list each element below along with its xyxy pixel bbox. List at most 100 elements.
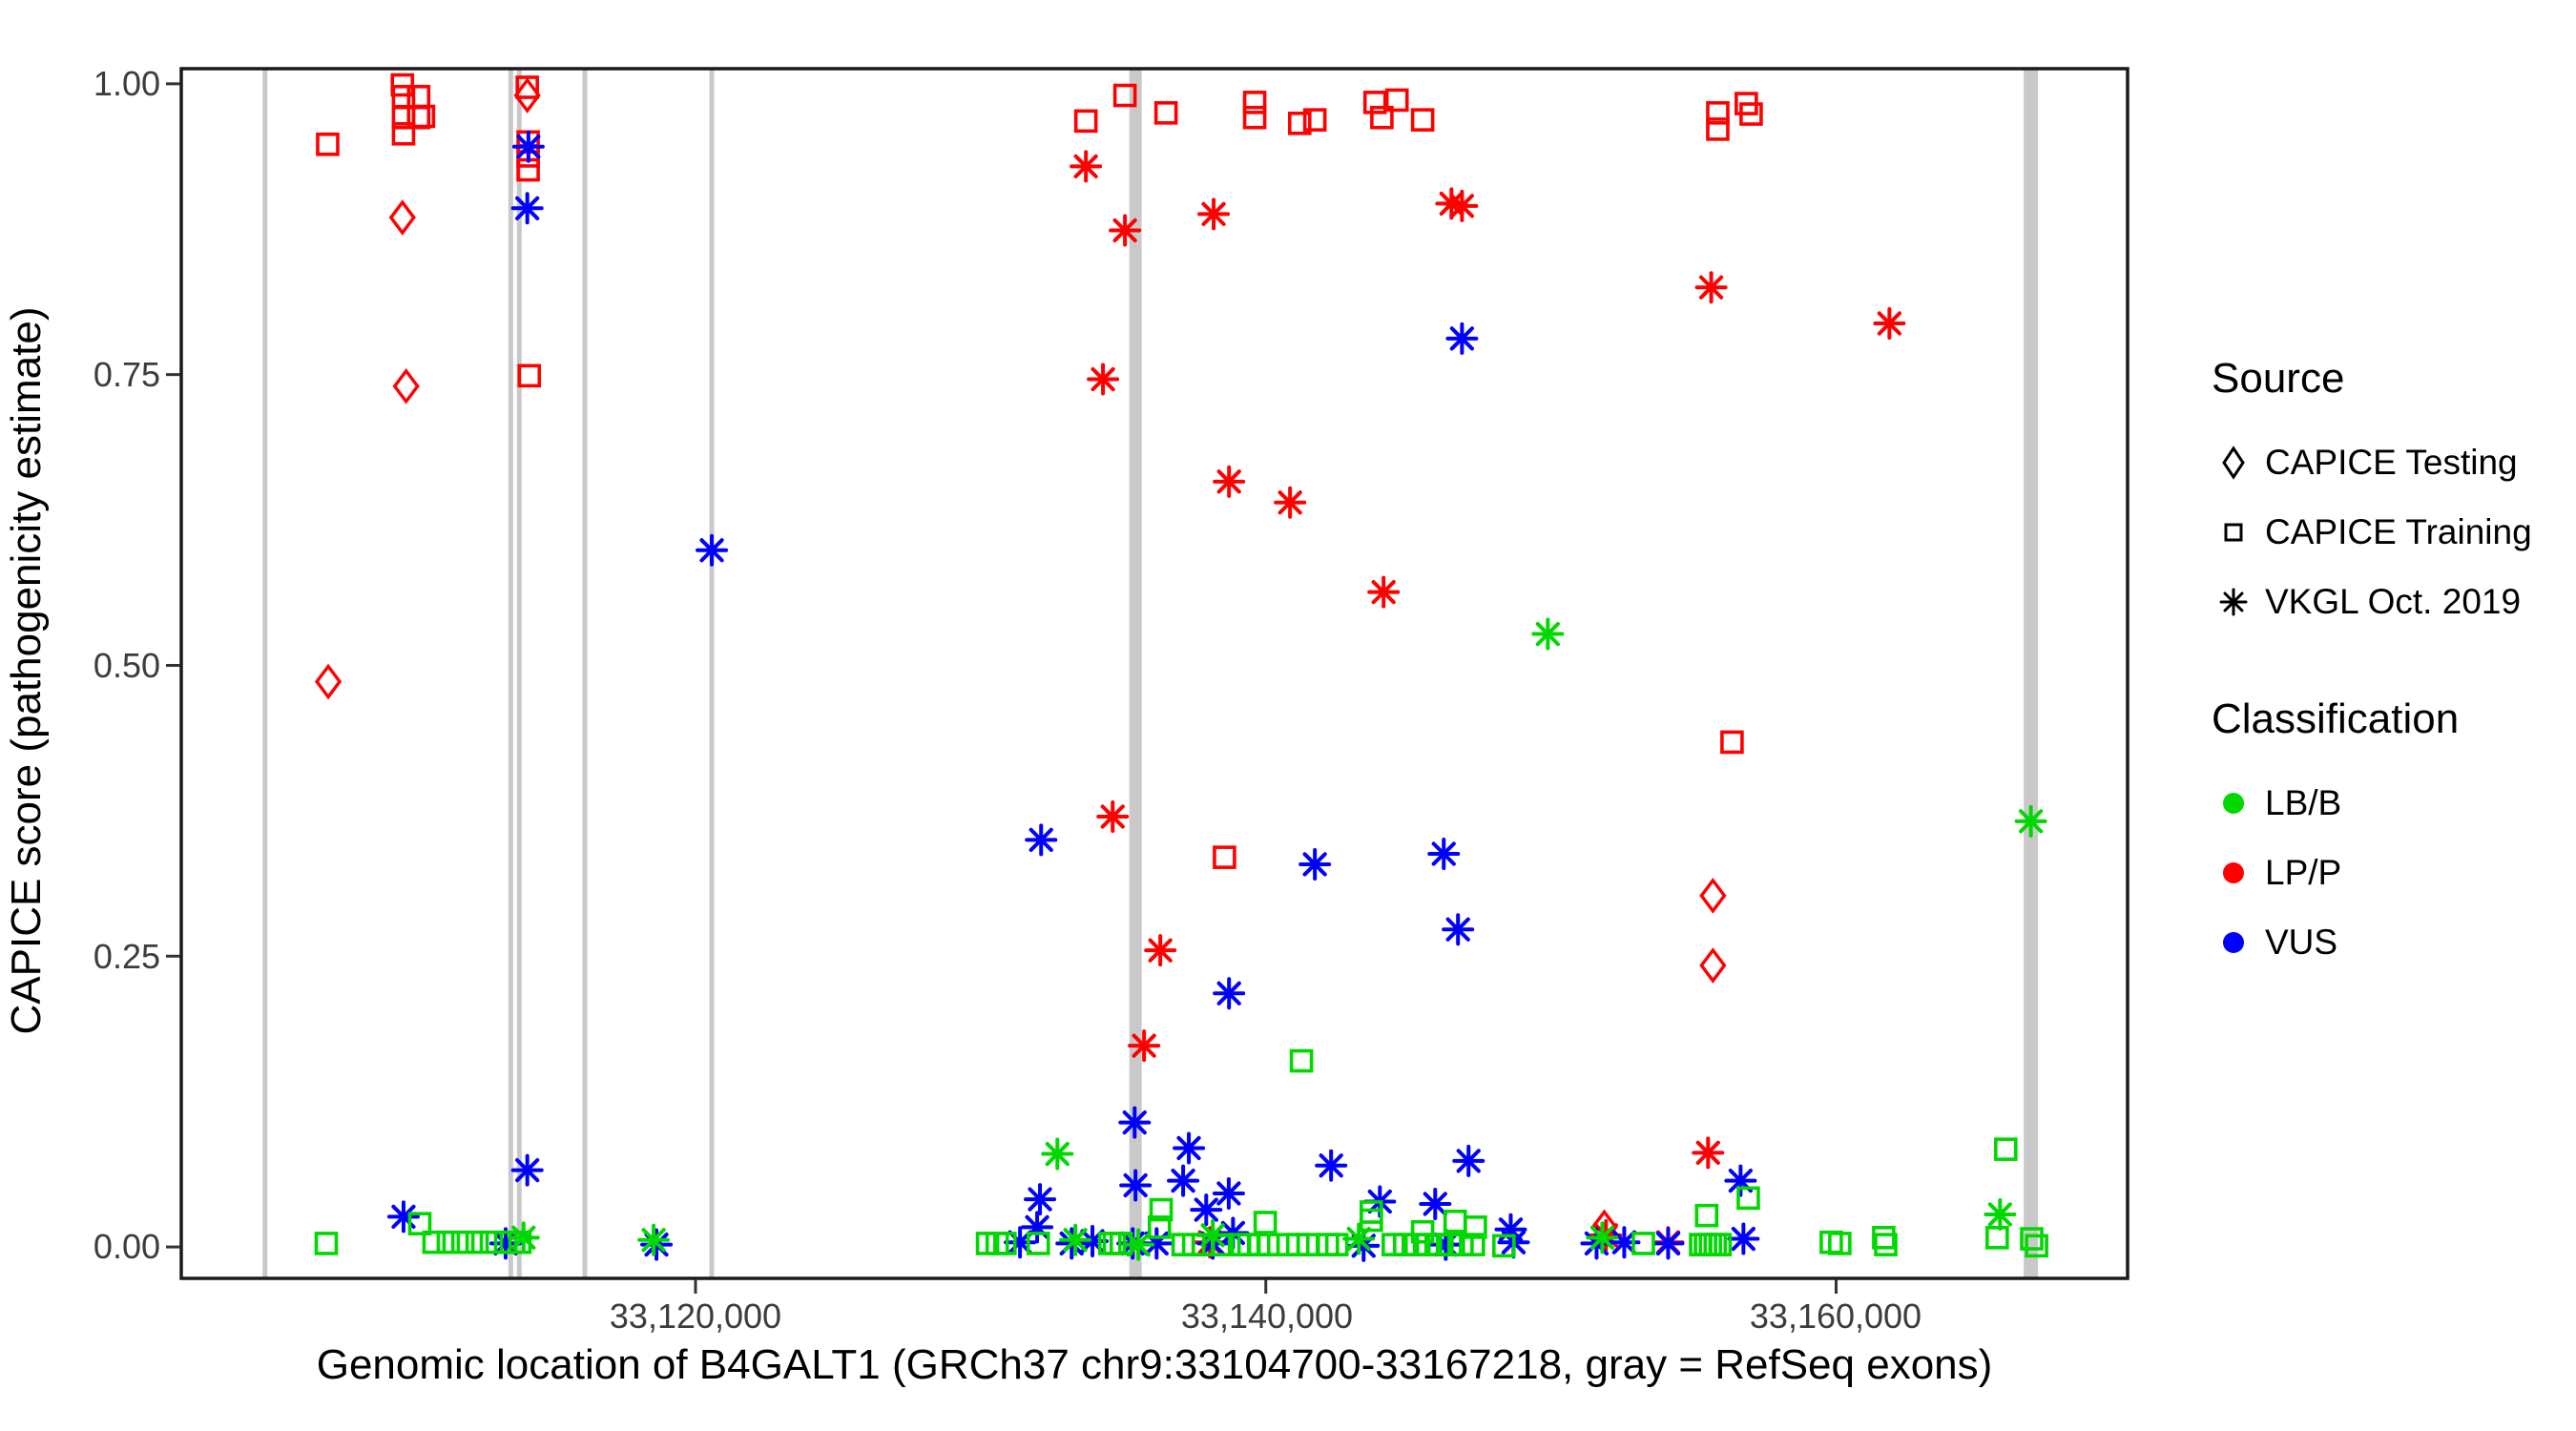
exon-bar — [709, 70, 715, 1277]
data-point — [1872, 1226, 1896, 1250]
data-point — [1242, 105, 1267, 130]
legend-classification-title: Classification — [2212, 695, 2460, 742]
legend-item-vkgl: VKGL Oct. 2019 — [2212, 567, 2574, 636]
data-point — [1410, 108, 1435, 132]
data-point — [493, 1230, 518, 1255]
x-tick-label: 33,160,000 — [1749, 1296, 1922, 1336]
data-point — [515, 75, 539, 99]
data-point — [1070, 150, 1103, 183]
data-point — [1631, 1232, 1655, 1255]
data-point — [1242, 91, 1267, 114]
data-point — [407, 1212, 432, 1235]
y-tick-label: 0.50 — [93, 646, 160, 685]
data-point — [1720, 730, 1744, 755]
data-point — [1419, 1187, 1452, 1220]
data-point — [1586, 1221, 1619, 1255]
data-point — [1462, 1233, 1485, 1256]
data-point — [1692, 1136, 1725, 1170]
data-point — [1452, 1144, 1485, 1177]
data-point — [314, 663, 343, 700]
legend-item-capice-testing: CAPICE Testing — [2212, 427, 2574, 497]
data-point — [1190, 1193, 1223, 1227]
data-point — [1302, 108, 1327, 132]
data-point — [1362, 91, 1387, 114]
data-point — [1087, 363, 1120, 396]
green-dot-icon — [2212, 781, 2265, 825]
data-point — [1173, 1131, 1206, 1165]
data-point — [1109, 1232, 1133, 1255]
data-point — [517, 363, 542, 388]
data-point — [507, 1221, 540, 1255]
data-point — [1694, 1203, 1719, 1228]
y-tick-label: 0.75 — [93, 355, 160, 394]
data-point — [1213, 465, 1246, 498]
legend-item-label: LP/P — [2265, 852, 2342, 892]
data-point — [406, 105, 431, 130]
data-point — [1109, 214, 1142, 247]
data-point — [391, 105, 416, 130]
data-point — [1994, 1137, 2018, 1161]
data-point — [479, 1230, 504, 1255]
data-point — [1694, 271, 1728, 304]
data-point — [1464, 1215, 1487, 1239]
exon-bar — [262, 70, 268, 1277]
data-point — [1873, 307, 1906, 341]
data-point — [1289, 1048, 1314, 1073]
data-point — [1213, 977, 1246, 1010]
data-point — [513, 77, 541, 114]
panel-border — [179, 67, 2129, 1280]
data-point — [1706, 117, 1730, 141]
data-point — [314, 1232, 339, 1255]
data-point — [637, 1223, 671, 1256]
data-point — [510, 1153, 544, 1187]
legend-item-label: LB/B — [2265, 782, 2342, 822]
data-point — [1699, 947, 1727, 984]
data-point — [2014, 804, 2047, 838]
legend: Source CAPICE Testing CAPICE Training — [2212, 355, 2574, 977]
exon-bar — [1129, 70, 1142, 1277]
data-point — [1652, 1227, 1685, 1260]
data-point — [1342, 1222, 1376, 1255]
diamond-icon — [2212, 441, 2265, 485]
data-point — [1153, 101, 1178, 125]
data-point — [1445, 321, 1479, 355]
data-point — [1828, 1232, 1852, 1255]
legend-item-label: CAPICE Training — [2265, 511, 2532, 551]
data-point — [1985, 1226, 2009, 1250]
data-point — [992, 1232, 1017, 1255]
data-point — [508, 1230, 532, 1255]
data-point — [1212, 1176, 1245, 1210]
blue-dot-icon — [2212, 921, 2265, 964]
data-point — [1370, 105, 1394, 130]
data-point — [465, 1230, 489, 1255]
legend-item-label: VKGL Oct. 2019 — [2265, 581, 2522, 621]
data-point — [1118, 1106, 1152, 1139]
exon-bar — [582, 70, 588, 1277]
exon-bar — [516, 70, 522, 1277]
data-point — [1112, 83, 1137, 108]
y-tick-label: 0.00 — [93, 1227, 160, 1266]
y-tick-label: 0.25 — [93, 937, 160, 976]
data-point — [388, 199, 416, 236]
data-point — [1144, 934, 1177, 967]
legend-item-vus: VUS — [2212, 907, 2574, 977]
data-point — [1128, 1029, 1161, 1063]
data-point — [1410, 1219, 1435, 1244]
data-point — [1119, 1169, 1153, 1202]
data-point — [1147, 1215, 1172, 1239]
square-icon — [2212, 510, 2265, 554]
data-point — [1213, 845, 1236, 869]
data-point — [1324, 1233, 1349, 1256]
data-point — [1360, 1208, 1383, 1233]
legend-item-capice-training: CAPICE Training — [2212, 497, 2574, 567]
data-point — [1288, 112, 1312, 135]
data-point — [1026, 1232, 1050, 1255]
data-point — [2025, 1234, 2048, 1258]
data-point — [392, 368, 420, 404]
data-point — [422, 1230, 447, 1255]
data-point — [1367, 575, 1401, 609]
data-point — [1073, 109, 1098, 134]
data-point — [1274, 486, 1307, 519]
